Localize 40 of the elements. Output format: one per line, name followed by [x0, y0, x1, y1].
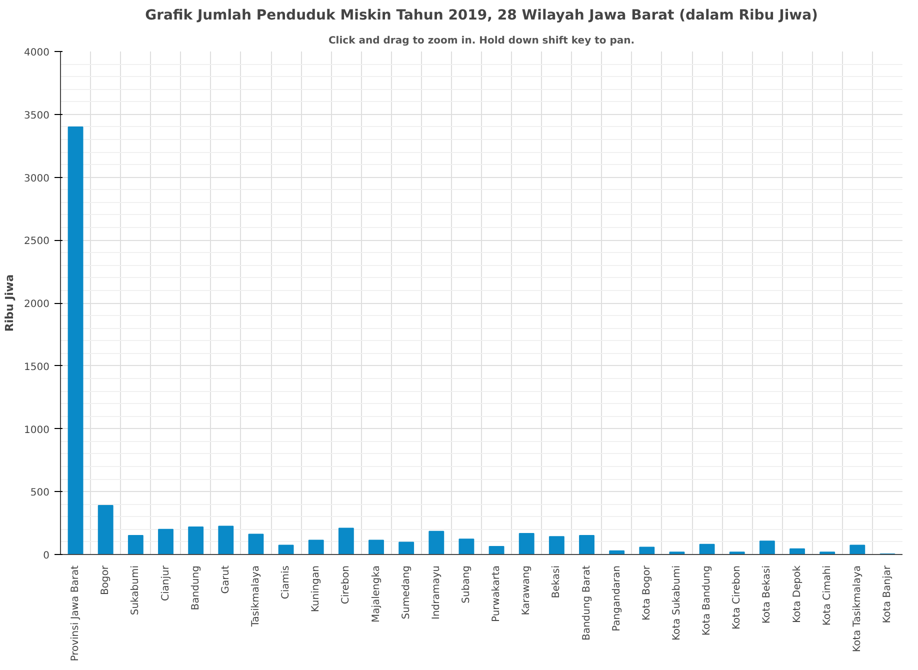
x-tick-label: Provinsi Jawa Barat: [70, 565, 82, 662]
x-tick-label: Kota Sukabumi: [671, 565, 682, 641]
x-tick-label: Kota Bandung: [702, 565, 713, 636]
x-tick-label: Kota Cirebon: [732, 566, 743, 630]
x-tick-label: Cirebon: [340, 566, 352, 604]
y-axis-title: Ribu Jiwa: [3, 274, 16, 332]
x-tick-label: Subang: [460, 565, 472, 604]
y-tick-label: 500: [30, 488, 50, 499]
x-tick-label: Kota Depok: [792, 565, 803, 624]
x-tick-label: Bekasi: [551, 565, 562, 598]
x-tick-label: Kota Tasikmalaya: [852, 565, 863, 652]
x-tick-label: Sukabumi: [130, 565, 142, 616]
y-tick-label: 1000: [24, 424, 50, 436]
chart-subtitle: Click and drag to zoom in. Hold down shift key to pan.: [328, 36, 635, 46]
chart-title: Grafik Jumlah Penduduk Miskin Tahun 2019, 28 Wilayah Jawa Barat (dalam Ribu Jiwa): [145, 8, 818, 24]
y-tick-label: 3500: [24, 110, 50, 122]
x-tick-label: Sumedang: [400, 565, 412, 620]
x-tick-label: Purwakarta: [491, 566, 502, 622]
x-tick-label: Kota Bogor: [641, 564, 652, 620]
x-tick-label: Bandung Barat: [581, 565, 592, 641]
y-tick-label: 1500: [24, 362, 50, 373]
x-tick-label: Kota Bekasi: [762, 565, 773, 624]
x-tick-label: Kota Banjar: [882, 564, 893, 624]
x-tick-label: Indramayu: [430, 566, 442, 620]
x-tick-label: Bogor: [100, 564, 112, 596]
x-tick-label: Karawang: [521, 565, 532, 616]
y-tick-label: 4000: [24, 48, 50, 58]
y-tick-label: 3000: [24, 173, 50, 184]
y-tick-label: 2500: [24, 236, 50, 248]
x-tick-label: Majalengka: [370, 565, 382, 623]
y-tick-label: 0: [43, 550, 50, 562]
x-tick-label: Tasikmalaya: [250, 565, 262, 628]
x-tick-label: Ciamis: [280, 565, 292, 600]
x-tick-label: Bandung: [190, 565, 202, 610]
x-tick-label: Kuningan: [310, 565, 322, 612]
y-tick-label: 2000: [24, 299, 50, 310]
x-tick-label: Kota Cimahi: [822, 565, 833, 626]
x-tick-label: Cianjur: [160, 564, 172, 601]
x-tick-label: Pangandaran: [611, 565, 622, 632]
x-tick-label: Garut: [220, 565, 232, 594]
